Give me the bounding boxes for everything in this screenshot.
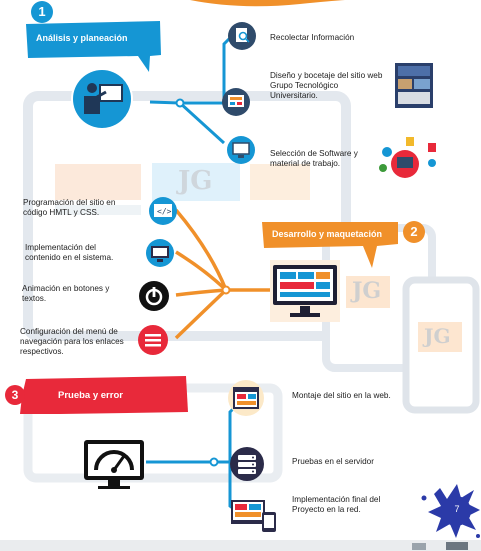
tile-orange: [346, 276, 390, 308]
step-3-badge: [5, 385, 25, 405]
development-item-2: Implementación del contenido en el siste…: [25, 243, 114, 262]
watermark-logo: JG: [352, 278, 382, 304]
tile-grey: [55, 205, 141, 215]
tile-peach: [55, 164, 141, 200]
testing-item-1: Montaje del sitio en la web.: [292, 391, 391, 400]
watermark-logo: JG: [424, 324, 451, 348]
development-item-1: Programación del sitio en código HMTL y …: [23, 198, 116, 217]
development-item-3: Animación en botones y textos.: [22, 284, 110, 303]
testing-banner: [20, 376, 188, 414]
analysis-item-2: Diseño y bocetaje del sitio web Grupo Te…: [270, 71, 383, 100]
analysis-banner: [26, 21, 161, 72]
development-title: Desarrollo y maquetación: [272, 229, 383, 239]
testing-title: Prueba y error: [58, 390, 123, 401]
watermark-logo: JG: [178, 166, 213, 196]
step-1-badge: [31, 1, 53, 23]
tile-orange-2: [418, 322, 462, 352]
top-accent: [190, 0, 345, 7]
development-item-4: Configuración del menú de navegación par…: [20, 327, 124, 356]
step-1-number: 1: [38, 4, 46, 19]
testing-item-3: Implementación final del Proyecto en la …: [292, 495, 381, 514]
tablet-frame: [23, 91, 351, 341]
analysis-item-3: Selección de Software y material de trab…: [270, 149, 358, 168]
tile-peach-2: [250, 164, 310, 200]
status-bar: [0, 540, 481, 551]
analysis-title: Análisis y planeación: [36, 33, 128, 43]
page-number: 7: [454, 504, 460, 514]
testing-item-2: Pruebas en el servidor: [292, 457, 374, 466]
analysis-item-1: Recolectar Información: [270, 33, 355, 42]
development-banner: [262, 222, 398, 268]
step-2-number: 2: [410, 224, 418, 239]
view-icon: [446, 542, 468, 550]
step-2-badge: [403, 221, 425, 243]
book-icon: [412, 543, 426, 550]
tile-sky: [152, 163, 240, 201]
step-3-number: 3: [11, 388, 19, 402]
svg-text:</>: </>: [157, 207, 172, 216]
